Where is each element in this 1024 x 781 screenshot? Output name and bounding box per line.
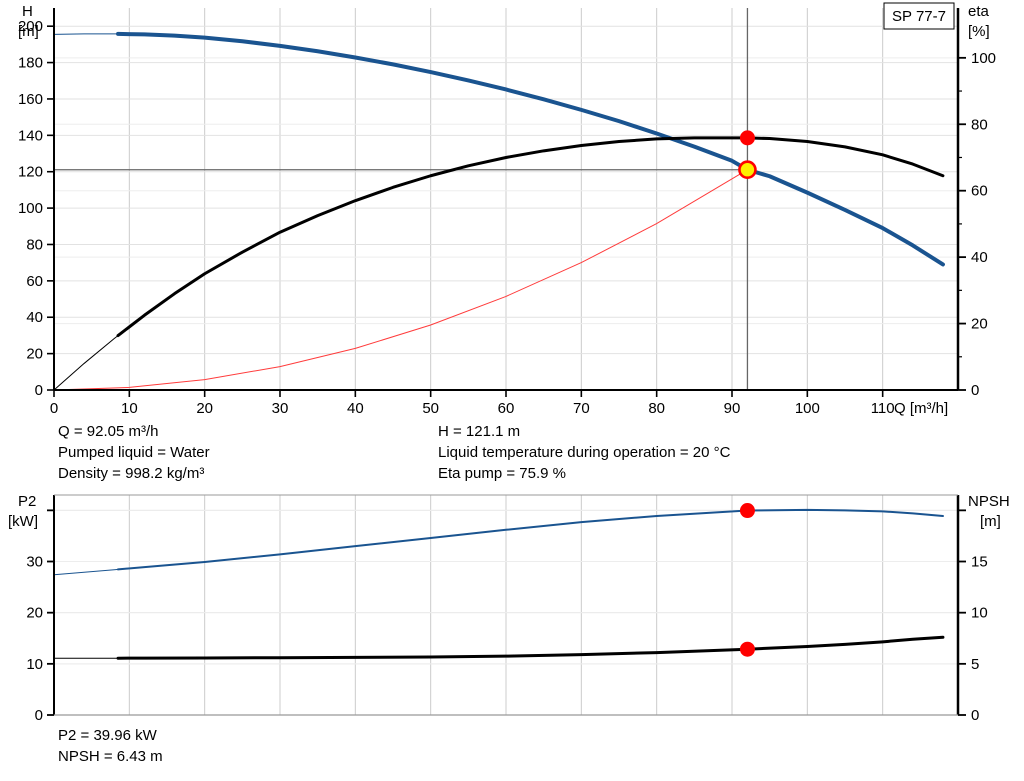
duty-point-npsh[interactable]	[739, 641, 755, 657]
xtick-label: 0	[50, 400, 58, 417]
y-axis-title-head: H	[22, 3, 33, 20]
duty-point-info-bottom: P2 = 39.96 kW NPSH = 6.43 m	[58, 727, 163, 765]
xtick-label: 70	[573, 400, 590, 417]
curve-P2-leadin	[53, 568, 119, 576]
info-right-line: H = 121.1 m	[438, 423, 520, 440]
power-npsh-chart: 0 10 20 30 0 5 10 15 P2 [kW] NPSH [m]	[8, 493, 1010, 724]
ytick-label-left: 160	[18, 91, 43, 108]
ytick-label-left: 0	[35, 382, 43, 399]
ytick-label-left: 0	[35, 707, 43, 724]
info-left-line: Q = 92.05 m³/h	[58, 423, 158, 440]
ytick-label-left: 20	[26, 346, 43, 363]
xtick-label: 30	[272, 400, 289, 417]
head-efficiency-chart: 0 20 40 60 80 100 120 140 160 180 200 0 20 40 60 80 100 0…	[18, 2, 996, 417]
info-bottom-line: NPSH = 6.43 m	[58, 748, 163, 765]
curve-eta-leadin	[53, 335, 119, 391]
y-axis-unit-power: [kW]	[8, 513, 38, 530]
y2-axis-title-npsh: NPSH	[968, 493, 1010, 510]
info-right-line: Liquid temperature during operation = 20…	[438, 444, 731, 461]
y-axis-unit-head: [m]	[18, 23, 39, 40]
ytick-label-right: 15	[971, 554, 988, 571]
ytick-label-left: 60	[26, 273, 43, 290]
xtick-label: 90	[724, 400, 741, 417]
ytick-label-right: 20	[971, 316, 988, 333]
ytick-label-right: 80	[971, 116, 988, 133]
duty-point-power[interactable]	[739, 503, 755, 519]
ytick-label-left: 200	[18, 18, 43, 35]
duty-point-info-top: Q = 92.05 m³/h Pumped liquid = Water Densi…	[58, 423, 731, 482]
curve-system-curve	[53, 169, 748, 391]
xtick-label: 20	[196, 400, 213, 417]
xtick-label: 50	[422, 400, 439, 417]
ytick-label-left: 140	[18, 127, 43, 144]
y2-axis-unit-npsh: [m]	[980, 513, 1001, 530]
ytick-label-right: 10	[971, 605, 988, 622]
ytick-label-left: 20	[26, 605, 43, 622]
model-label-box	[883, 2, 955, 30]
ytick-label-right: 0	[971, 707, 979, 724]
duty-point-head[interactable]	[738, 160, 757, 180]
ytick-label-right: 100	[971, 50, 996, 67]
x-axis-title-flow: Q [m³/h]	[894, 400, 948, 417]
curve-NPSH	[116, 635, 945, 660]
ytick-label-right: 40	[971, 249, 988, 266]
info-right-line: Eta pump = 75.9 %	[438, 465, 566, 482]
info-bottom-line: P2 = 39.96 kW	[58, 727, 158, 744]
ytick-label-left: 120	[18, 164, 43, 181]
xtick-label: 110	[871, 400, 895, 417]
info-left-line: Pumped liquid = Water	[58, 444, 210, 461]
info-left-line: Density = 998.2 kg/m³	[58, 465, 204, 482]
curve-H-leadin	[53, 33, 119, 35]
curve-H	[116, 31, 945, 267]
y2-axis-title-eta: eta	[968, 3, 990, 20]
ytick-label-left: 10	[26, 656, 43, 673]
ytick-label-right: 0	[971, 382, 979, 399]
duty-point-eta[interactable]	[739, 130, 755, 146]
y-axis-title-power: P2	[18, 493, 36, 510]
xtick-label: 60	[498, 400, 515, 417]
curve-P2	[117, 508, 944, 571]
xtick-label: 40	[347, 400, 364, 417]
ytick-label-left: 30	[26, 554, 43, 571]
y2-axis-unit-eta: [%]	[968, 23, 990, 40]
curve-eta	[116, 136, 945, 338]
ytick-label-left: 180	[18, 55, 43, 72]
model-label-text: SP 77-7	[892, 8, 946, 25]
ytick-label-left: 100	[18, 200, 43, 217]
ytick-label-right: 60	[971, 183, 988, 200]
xtick-label: 80	[648, 400, 665, 417]
ytick-label-left: 80	[26, 236, 43, 253]
xtick-label: 10	[121, 400, 138, 417]
ytick-label-left: 40	[26, 309, 43, 326]
xtick-label: 100	[795, 400, 820, 417]
ytick-label-right: 5	[971, 656, 979, 673]
